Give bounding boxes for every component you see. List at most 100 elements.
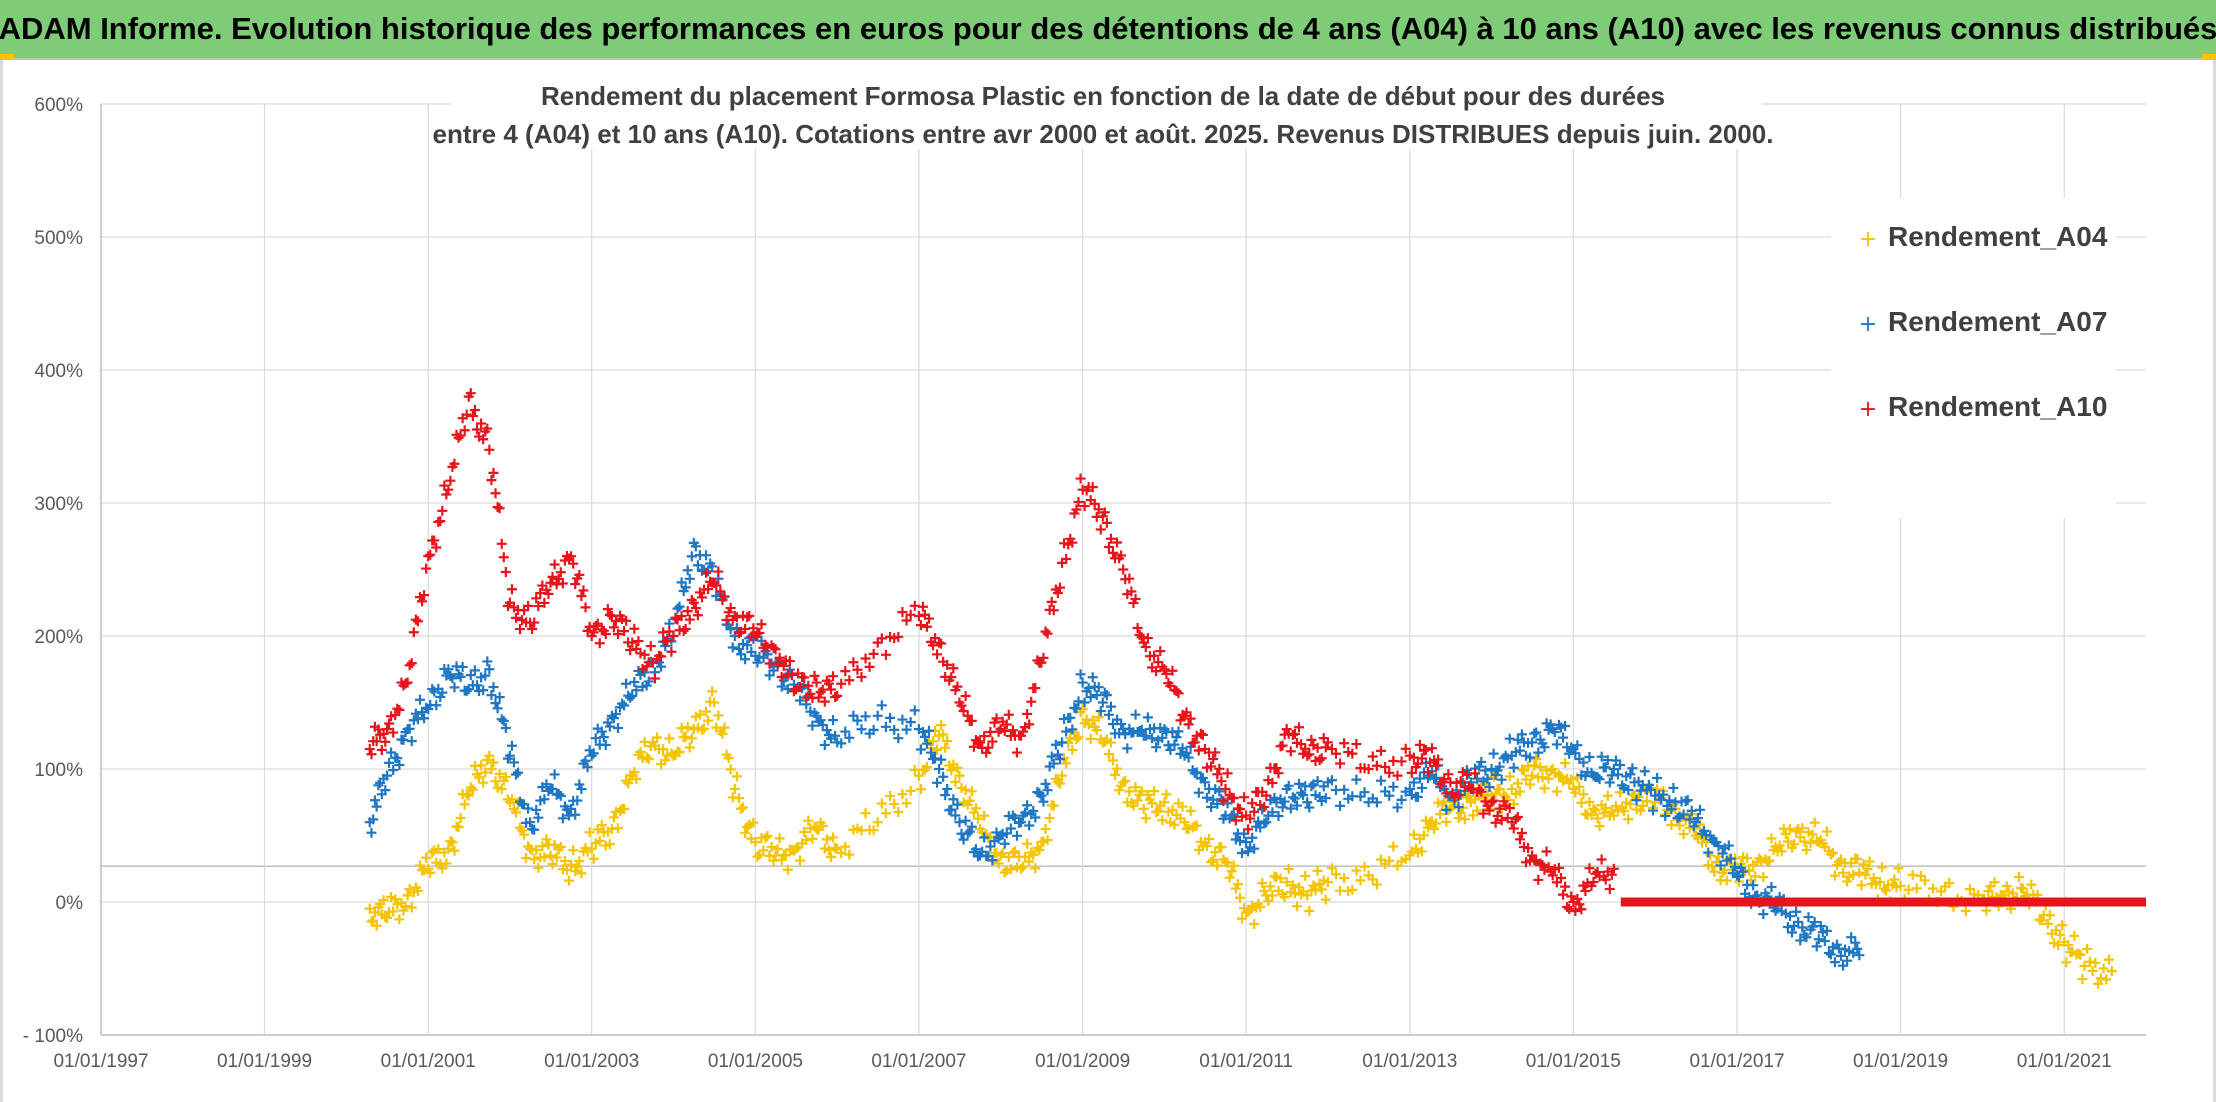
data-point-interp <box>529 617 540 628</box>
x-tick-label: 01/01/1997 <box>53 1051 148 1072</box>
data-point-interp <box>498 716 509 727</box>
data-point <box>709 697 720 708</box>
data-point-interp <box>419 590 430 601</box>
data-point-interp <box>557 578 568 589</box>
data-point-interp <box>1087 672 1098 683</box>
data-point-interp <box>1073 696 1084 707</box>
data-point-interp <box>1030 863 1041 874</box>
data-point-interp <box>740 654 751 665</box>
data-point-interp <box>1277 740 1288 751</box>
data-point-interp <box>1592 813 1603 824</box>
data-point-interp <box>776 681 787 692</box>
data-point-interp <box>830 692 841 703</box>
data-point-interp <box>1083 683 1094 694</box>
data-point-interp <box>946 672 957 683</box>
data-point-interp <box>1392 770 1403 781</box>
data-point-interp <box>993 858 1004 869</box>
data-point <box>975 737 986 748</box>
data-point-interp <box>930 753 941 764</box>
data-point-interp <box>946 804 957 815</box>
data-point-interp <box>408 627 419 638</box>
data-point-interp <box>1508 762 1519 773</box>
data-point-interp <box>1590 805 1601 816</box>
data-point-interp <box>1173 726 1184 737</box>
data-point-interp <box>1048 800 1059 811</box>
data-point-interp <box>523 803 534 814</box>
data-point-interp <box>625 692 636 703</box>
data-point-interp <box>398 734 409 745</box>
data-point-interp <box>680 731 691 742</box>
data-point-interp <box>2042 918 2053 929</box>
data-point-interp <box>968 741 979 752</box>
data-point-interp <box>1237 913 1247 924</box>
data-point-interp <box>1764 855 1775 866</box>
data-point-interp <box>901 724 912 735</box>
data-point-interp <box>876 798 887 809</box>
data-point-interp <box>1224 872 1235 883</box>
data-point-interp <box>1602 790 1613 801</box>
data-point-interp <box>905 717 916 728</box>
data-point-interp <box>1504 803 1515 814</box>
data-point-interp <box>1028 849 1039 860</box>
data-point-interp <box>1052 749 1063 760</box>
data-point-interp <box>1071 734 1082 745</box>
data-point-interp <box>1040 778 1051 789</box>
data-point-interp <box>1852 853 1863 864</box>
data-point-interp <box>600 739 611 750</box>
data-point-interp <box>574 779 585 790</box>
data-point-interp <box>1803 912 1814 923</box>
data-point-interp <box>1453 802 1464 813</box>
data-point <box>1159 664 1170 675</box>
data-point-interp <box>1455 808 1466 819</box>
data-point-interp <box>2055 929 2066 940</box>
data-point-interp <box>717 728 728 739</box>
data-point-interp <box>1494 761 1505 772</box>
data-point <box>1486 764 1497 774</box>
data-point <box>1588 877 1599 888</box>
data-point-interp <box>529 824 540 835</box>
data-point-interp <box>1400 743 1411 754</box>
data-point-interp <box>1862 863 1873 874</box>
data-point-interp <box>1147 733 1158 744</box>
data-point-interp <box>744 610 755 621</box>
data-point-interp <box>410 614 421 625</box>
data-point-interp <box>449 845 460 856</box>
data-point-interp <box>570 809 581 820</box>
data-point-interp <box>1674 820 1685 831</box>
data-point-interp <box>813 692 824 703</box>
data-point-interp <box>1562 901 1573 912</box>
data-point <box>423 551 434 562</box>
data-point-interp <box>1384 767 1395 778</box>
data-point-interp <box>1384 855 1395 866</box>
data-point-interp <box>803 815 814 826</box>
data-point-interp <box>441 489 452 500</box>
data-point-interp <box>619 626 630 637</box>
data-point-interp <box>1034 845 1045 856</box>
data-point-interp <box>756 619 767 630</box>
data-point-interp <box>580 755 591 766</box>
data-point-interp <box>868 724 879 735</box>
data-point-interp <box>1868 872 1879 883</box>
data-point-interp <box>1259 885 1270 896</box>
data-point-interp <box>999 838 1010 849</box>
data-point <box>1281 724 1292 735</box>
data-point <box>504 750 515 761</box>
data-point-interp <box>936 754 947 765</box>
data-point-interp <box>733 793 744 804</box>
data-point-interp <box>725 602 736 613</box>
data-point <box>1854 950 1865 961</box>
data-point-interp <box>465 388 476 399</box>
data-point-interp <box>1470 768 1481 779</box>
data-point-interp <box>1645 784 1656 795</box>
data-point-interp <box>1259 802 1270 813</box>
data-point-interp <box>559 855 570 866</box>
data-point-interp <box>390 710 401 721</box>
chart-frame: - 100% 0% 100% 200% 300% 400% 500% 600% 01/01/19… <box>0 60 2216 1102</box>
data-point-interp <box>828 832 839 843</box>
data-point <box>566 803 577 814</box>
data-point-interp <box>684 573 695 584</box>
data-point-interp <box>1271 763 1282 774</box>
data-point <box>1527 737 1538 748</box>
data-point-interp <box>1375 745 1386 756</box>
data-point-interp <box>768 642 779 653</box>
